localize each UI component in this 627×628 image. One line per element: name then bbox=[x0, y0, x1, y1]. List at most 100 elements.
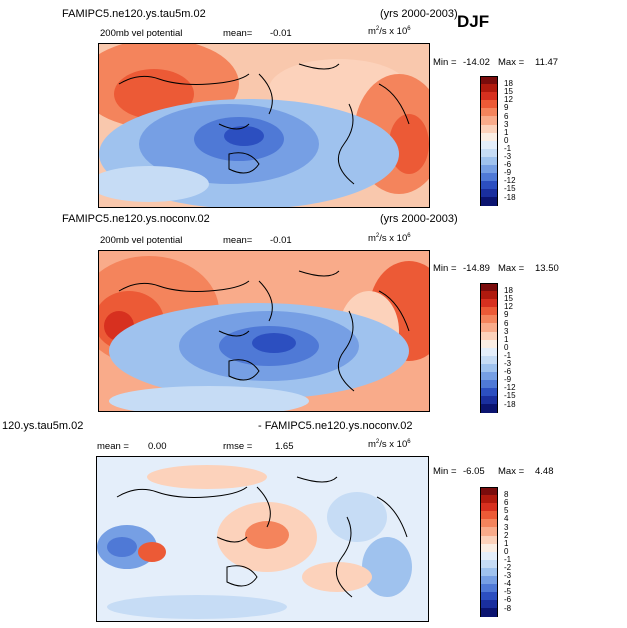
colorbar-label: 4 bbox=[504, 514, 509, 524]
colorbar-swatch bbox=[480, 388, 498, 397]
panel1-max-label: Max = bbox=[498, 57, 525, 68]
colorbar-swatch bbox=[480, 148, 498, 157]
panel2-min-value: -14.89 bbox=[463, 263, 490, 274]
colorbar-swatch bbox=[480, 108, 498, 117]
colorbar-label: 1 bbox=[504, 334, 509, 344]
colorbar-label: -6 bbox=[504, 367, 512, 377]
colorbar-swatch bbox=[480, 519, 498, 528]
colorbar-label: 1 bbox=[504, 127, 509, 137]
colorbar-label: 15 bbox=[504, 294, 513, 304]
panel2-min-label: Min = bbox=[433, 263, 457, 274]
colorbar-label: 0 bbox=[504, 342, 509, 352]
panel3-colorbar: 8 6 5 4 3 2 1 0 -1 -2 -3 -4 -5 -6 -8 bbox=[480, 487, 511, 617]
colorbar-swatch bbox=[480, 315, 498, 324]
panel1-mean-value: -0.01 bbox=[270, 28, 292, 39]
colorbar-swatch bbox=[480, 323, 498, 332]
colorbar-label: 6 bbox=[504, 498, 509, 508]
panel2-map bbox=[98, 250, 430, 412]
colorbar-swatch bbox=[480, 355, 498, 364]
colorbar-swatch bbox=[480, 291, 498, 300]
colorbar-swatch bbox=[480, 347, 498, 356]
colorbar-label: -18 bbox=[504, 192, 516, 202]
panel1-field bbox=[99, 44, 429, 207]
panel3-units: m2/s x 106 bbox=[368, 439, 411, 451]
panel1-min-value: -14.02 bbox=[463, 57, 490, 68]
colorbar-label: 0 bbox=[504, 135, 509, 145]
colorbar-label: -15 bbox=[504, 391, 516, 401]
panel2-mean-value: -0.01 bbox=[270, 235, 292, 246]
colorbar-swatch bbox=[480, 527, 498, 536]
panel2-title: FAMIPC5.ne120.ys.noconv.02 bbox=[62, 213, 210, 225]
colorbar-label: -3 bbox=[504, 359, 512, 368]
colorbar-swatch bbox=[480, 156, 498, 166]
colorbar-label: -1 bbox=[504, 554, 512, 564]
colorbar-label: -8 bbox=[504, 603, 512, 613]
colorbar-label: -1 bbox=[504, 143, 512, 153]
colorbar-swatch bbox=[480, 396, 498, 405]
panel3-mean-value: 0.00 bbox=[148, 441, 167, 452]
colorbar-label: 18 bbox=[504, 79, 513, 89]
panel3-field bbox=[97, 457, 428, 621]
panel3-mean-label: mean = bbox=[97, 441, 129, 452]
panel1-mean-label: mean= bbox=[223, 28, 253, 39]
colorbar-label: -12 bbox=[504, 383, 516, 393]
panel3-map bbox=[96, 456, 429, 622]
colorbar-swatch bbox=[480, 584, 498, 593]
colorbar-swatch bbox=[480, 404, 498, 413]
colorbar-swatch bbox=[480, 608, 498, 617]
panel3-title-left: 120.ys.tau5m.02 bbox=[2, 420, 84, 432]
colorbar-swatch bbox=[480, 76, 498, 85]
colorbar-label: 3 bbox=[504, 119, 509, 129]
panel1-colorbar: 18 15 12 9 6 3 1 0 -1 -3 -6 -9 -12 -15 -18 bbox=[480, 76, 516, 206]
colorbar-swatch bbox=[480, 331, 498, 340]
colorbar-swatch bbox=[480, 307, 498, 316]
colorbar-label: -12 bbox=[504, 176, 516, 186]
panel2-variable: 200mb vel potential bbox=[100, 235, 183, 246]
colorbar-label: 6 bbox=[504, 318, 509, 328]
colorbar-swatch bbox=[480, 576, 498, 585]
colorbar-swatch bbox=[480, 567, 498, 577]
panel2-max-value: 13.50 bbox=[535, 263, 559, 274]
colorbar-label: -6 bbox=[504, 595, 512, 605]
colorbar-swatch bbox=[480, 197, 498, 206]
panel3-rmse-label: rmse = bbox=[223, 441, 253, 452]
panel1-min-label: Min = bbox=[433, 57, 457, 68]
colorbar-swatch bbox=[480, 116, 498, 125]
colorbar-label: 3 bbox=[504, 326, 509, 336]
colorbar-label: 15 bbox=[504, 87, 513, 97]
colorbar-label: 2 bbox=[504, 530, 509, 540]
panel2-field bbox=[99, 251, 429, 411]
colorbar-swatch bbox=[480, 511, 498, 520]
colorbar-swatch bbox=[480, 380, 498, 389]
colorbar-label: 5 bbox=[504, 506, 509, 516]
panel1-map bbox=[98, 43, 430, 208]
colorbar-label: -1 bbox=[504, 350, 512, 360]
colorbar-label: -18 bbox=[504, 399, 516, 409]
panel2-colorbar: 18 15 12 9 6 3 1 0 -1 -3 -6 -9 -12 -15 -18 bbox=[480, 283, 516, 413]
panel1-variable: 200mb vel potential bbox=[100, 28, 183, 39]
colorbar-swatch bbox=[480, 173, 498, 182]
panel3-rmse-value: 1.65 bbox=[275, 441, 294, 452]
colorbar-swatch bbox=[480, 140, 498, 149]
colorbar-swatch bbox=[480, 339, 498, 348]
panel3-min-label: Min = bbox=[433, 466, 457, 477]
colorbar-label: 12 bbox=[504, 302, 513, 312]
panel2-years: (yrs 2000-2003) bbox=[380, 213, 458, 225]
colorbar-label: 0 bbox=[504, 546, 509, 556]
colorbar-swatch bbox=[480, 92, 498, 101]
colorbar-label: -2 bbox=[504, 563, 512, 572]
panel2-mean-label: mean= bbox=[223, 235, 253, 246]
colorbar-label: -6 bbox=[504, 160, 512, 170]
colorbar-label: -5 bbox=[504, 587, 512, 597]
colorbar-swatch bbox=[480, 592, 498, 601]
colorbar-label: 12 bbox=[504, 95, 513, 105]
colorbar-swatch bbox=[480, 551, 498, 560]
colorbar-swatch bbox=[480, 165, 498, 174]
colorbar-label: -4 bbox=[504, 579, 512, 589]
colorbar-swatch bbox=[480, 132, 498, 141]
colorbar-swatch bbox=[480, 495, 498, 504]
season-label: DJF bbox=[457, 12, 490, 31]
panel1-max-value: 11.47 bbox=[535, 57, 559, 68]
colorbar-label: -9 bbox=[504, 168, 512, 178]
panel3-min-value: -6.05 bbox=[463, 466, 485, 477]
